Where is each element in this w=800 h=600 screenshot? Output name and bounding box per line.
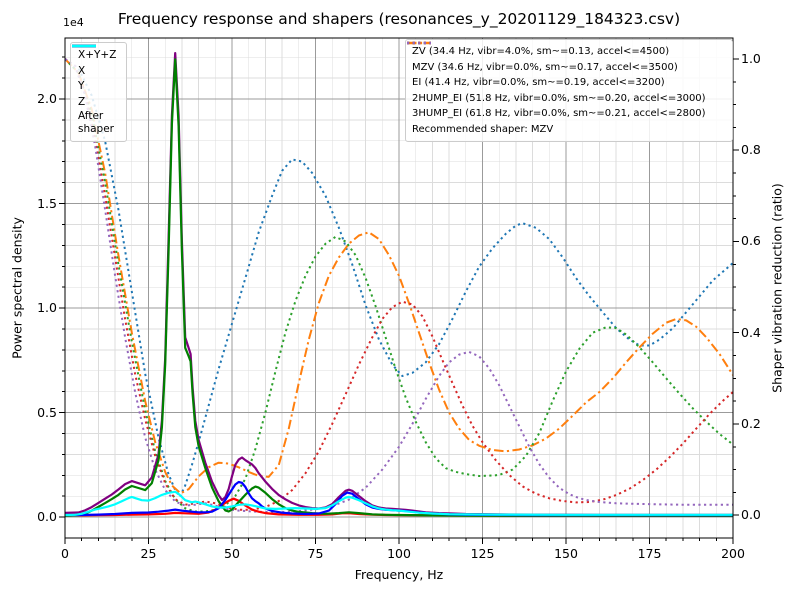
legend-item-3hump_ei: 3HUMP_EI (61.8 Hz, vibr=0.0%, sm~=0.21, … xyxy=(407,41,726,122)
x-tick-75: 75 xyxy=(307,546,324,561)
left-y-tick-0.5: 0.5 xyxy=(37,404,57,420)
left-y-tick-1: 1.0 xyxy=(37,300,57,316)
legend-item-2hump_ei-label: 2HUMP_EI (51.8 Hz, vibr=0.0%, sm~=0.20, … xyxy=(412,92,706,104)
right-y-tick-0: 0.0 xyxy=(741,507,761,523)
legend-item-mzv-label: MZV (34.6 Hz, vibr=0.0%, sm~=0.17, accel… xyxy=(412,61,678,73)
chart-title: Frequency response and shapers (resonanc… xyxy=(117,10,681,28)
legend-recommendation: Recommended shaper: MZV xyxy=(412,122,726,138)
x-tick-100: 100 xyxy=(387,546,411,561)
series-xyz xyxy=(65,52,733,516)
series-mzv xyxy=(65,58,733,495)
left-y-tick-0: 0.0 xyxy=(37,509,57,525)
legend-item-z: Z xyxy=(72,44,116,111)
legend-item-xyz: X+Y+Z xyxy=(72,44,117,64)
legend-item-x: X xyxy=(72,44,116,80)
axis-ticks xyxy=(59,56,739,544)
x-tick-50: 50 xyxy=(224,546,240,561)
legend-item-y-label: Y xyxy=(78,80,85,93)
right-y-axis-label: Shaper vibration reduction (ratio) xyxy=(769,183,785,393)
legend-item-after_shaper-label: After shaper xyxy=(78,110,115,135)
3hump_ei-legend-swatch xyxy=(407,41,431,45)
series-2hump_ei xyxy=(65,58,733,511)
legend-spacer xyxy=(406,40,432,46)
x-tick-200: 200 xyxy=(721,546,745,561)
legend-item-x-label: X xyxy=(78,64,86,77)
legend-item-zv-label: ZV (34.4 Hz, vibr=4.0%, sm~=0.13, accel<… xyxy=(412,46,670,58)
legend-item-z-label: Z xyxy=(78,95,86,108)
x-tick-25: 25 xyxy=(140,546,157,561)
psd-legend: X+Y+Z X Y Z After shaper xyxy=(70,42,128,142)
left-y-tick-1.5: 1.5 xyxy=(37,195,57,211)
legend-item-mzv: MZV (34.6 Hz, vibr=0.0%, sm~=0.17, accel… xyxy=(407,41,726,76)
legend-recommendation-label: Recommended shaper: MZV xyxy=(412,123,554,135)
x-tick-125: 125 xyxy=(470,546,495,561)
right-y-tick-0.6: 0.6 xyxy=(741,233,761,249)
y-axis-offset-label: 1e4 xyxy=(63,16,84,29)
legend-item-ei-label: EI (41.4 Hz, vibr=0.0%, sm~=0.19, accel<… xyxy=(412,77,665,89)
legend-item-2hump_ei: 2HUMP_EI (51.8 Hz, vibr=0.0%, sm~=0.20, … xyxy=(407,41,726,107)
legend-item-after_shaper: After shaper xyxy=(72,44,116,136)
after_shaper-legend-swatch xyxy=(72,44,96,48)
curves xyxy=(65,52,733,517)
legend-item-3hump_ei-label: 3HUMP_EI (61.8 Hz, vibr=0.0%, sm~=0.21, … xyxy=(412,108,706,120)
right-y-tick-0.4: 0.4 xyxy=(741,324,761,340)
legend-item-y: Y xyxy=(72,44,116,95)
legend-item-xyz-label: X+Y+Z xyxy=(78,49,117,62)
left-y-axis-label: Power spectral density xyxy=(9,217,25,359)
legend-item-ei: EI (41.4 Hz, vibr=0.0%, sm~=0.19, accel<… xyxy=(407,41,726,91)
shaper-legend: ZV (34.4 Hz, vibr=4.0%, sm~=0.13, accel<… xyxy=(405,39,733,142)
x-tick-0: 0 xyxy=(61,546,69,561)
x-axis-label: Frequency, Hz xyxy=(354,567,444,582)
mzv-legend-swatch xyxy=(407,41,431,45)
series-after_shaper xyxy=(65,490,733,517)
legend-item-zv: ZV (34.4 Hz, vibr=4.0%, sm~=0.13, accel<… xyxy=(407,41,726,60)
x-tick-175: 175 xyxy=(637,546,662,561)
left-y-tick-2: 2.0 xyxy=(37,91,57,107)
right-y-tick-0.8: 0.8 xyxy=(741,142,761,158)
series-y xyxy=(65,58,733,517)
right-y-tick-1: 1.0 xyxy=(741,50,761,66)
x-tick-150: 150 xyxy=(554,546,578,561)
right-y-tick-0.2: 0.2 xyxy=(741,415,761,431)
series-3hump_ei xyxy=(65,58,733,513)
